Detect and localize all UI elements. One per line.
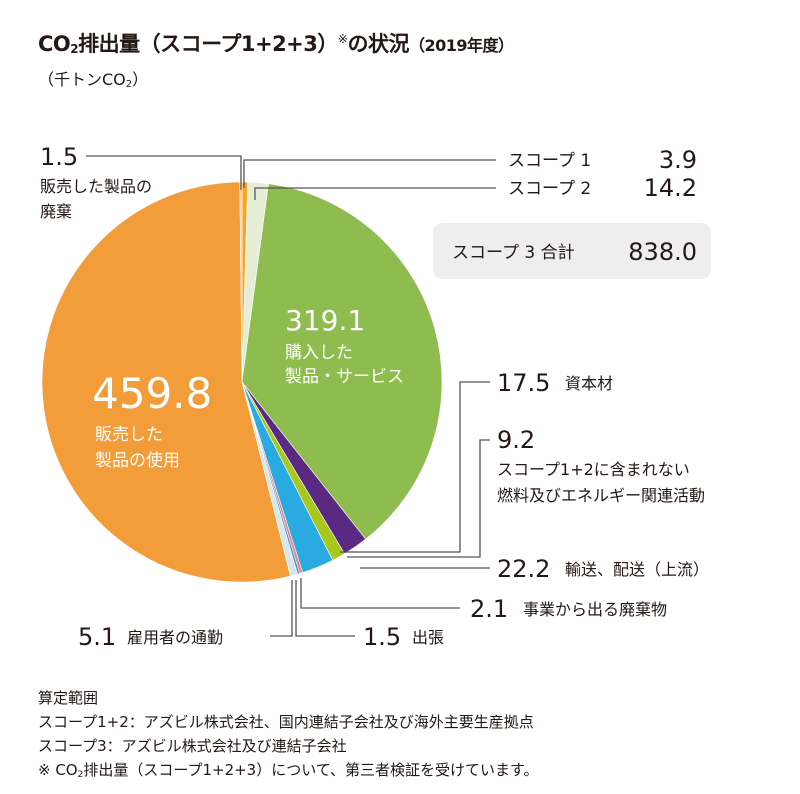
notes: 算定範囲 スコープ1+2：アズビル株式会社、国内連結子会社及び海外主要生産拠点 …: [38, 686, 539, 787]
scope3-total-label: スコープ 3 合計: [452, 243, 575, 263]
use-label-1: 販売した: [95, 425, 163, 445]
eol-label-1: 販売した製品の: [40, 177, 152, 196]
scope3-total-box: [433, 223, 711, 279]
leader-scope2: [254, 187, 496, 200]
transport-label: 輸送、配送（上流）: [565, 560, 709, 579]
capital-value: 17.5: [497, 369, 550, 397]
leader-waste: [300, 578, 460, 609]
notes-footnote: ※ CO2排出量（スコープ1+2+3）について、第三者検証を受けています。: [38, 761, 539, 780]
leader-scope1: [243, 159, 496, 188]
scope1-value: 3.9: [659, 146, 697, 174]
commute-label: 雇用者の通勤: [127, 628, 223, 647]
leader-travel: [295, 580, 355, 637]
notes-line2: スコープ3：アズビル株式会社及び連結子会社: [38, 737, 347, 755]
notes-line1: スコープ1+2：アズビル株式会社、国内連結子会社及び海外主要生産拠点: [38, 713, 534, 731]
eol-label-2: 廃棄: [40, 202, 72, 221]
fuel-label-1: スコープ1+2に含まれない: [497, 460, 690, 479]
purchased-value: 319.1: [285, 304, 365, 337]
use-label-2: 製品の使用: [95, 450, 180, 471]
leader-lines: [86, 155, 496, 637]
travel-label: 出張: [412, 628, 444, 647]
purchased-label-2: 製品・サービス: [285, 367, 404, 387]
scope3-total-value: 838.0: [628, 238, 697, 266]
pie-slices: [41, 181, 443, 583]
fuel-value: 9.2: [497, 426, 535, 454]
leader-eol: [86, 155, 242, 190]
waste-label: 事業から出る廃棄物: [523, 600, 667, 619]
chart-title: CO2排出量（スコープ1+2+3）※の状況（2019年度）: [38, 32, 514, 56]
purchased-label-1: 購入した: [285, 343, 353, 363]
pie-slice-use: [41, 181, 291, 583]
leader-commute: [270, 580, 293, 637]
use-value: 459.8: [92, 369, 212, 418]
scope2-value: 14.2: [644, 174, 697, 202]
scope2-label: スコープ 2: [508, 179, 591, 199]
notes-heading: 算定範囲: [38, 689, 99, 707]
unit-label: （千トンCO2）: [38, 70, 149, 90]
pie-slice-purchased: [241, 183, 443, 540]
fuel-label-2: 燃料及びエネルギー関連活動: [497, 486, 705, 505]
scope1-label: スコープ 1: [508, 151, 591, 171]
transport-value: 22.2: [497, 555, 550, 583]
capital-label: 資本材: [565, 374, 613, 393]
leader-capital: [340, 381, 490, 553]
leader-fuel: [347, 439, 490, 558]
eol-value: 1.5: [40, 143, 78, 171]
commute-value: 5.1: [78, 623, 116, 651]
waste-value: 2.1: [470, 595, 508, 623]
travel-value: 1.5: [363, 623, 401, 651]
